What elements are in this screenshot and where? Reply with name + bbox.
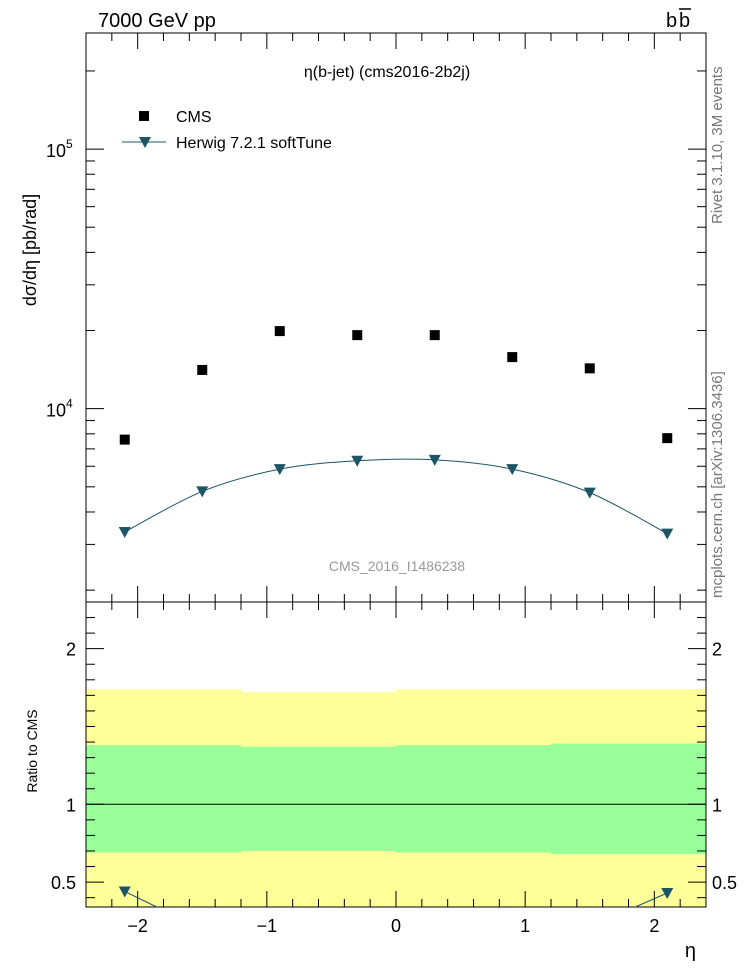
ratio-band-1sigma (396, 745, 551, 853)
x-tick-label: 0 (391, 916, 401, 936)
collision-label: 7000 GeV pp (98, 10, 216, 32)
ratio-tick-labels: 0.5 0.5 1 1 2 2 −2 −1 0 1 2 (51, 640, 737, 936)
ratio-y-tick-label: 2 (66, 640, 76, 660)
ratio-panel: Ratio to CMS η 0.5 0.5 1 1 2 2 −2 −1 0 1 2 (24, 601, 737, 962)
process-label-bbar: b (679, 10, 690, 32)
legend-herwig-label: Herwig 7.2.1 softTune (176, 135, 332, 152)
ratio-y-axis-label: Ratio to CMS (24, 709, 40, 792)
ratio-axis-ticks (85, 602, 707, 907)
cms-data-point (429, 330, 440, 341)
ratio-y-tick-label-right: 0.5 (712, 873, 737, 893)
main-y-tick-label-exponent: 5 (66, 137, 73, 151)
rivet-label: Rivet 3.1.10, 3M events (709, 66, 726, 224)
legend: CMS Herwig 7.2.1 softTune (122, 109, 332, 152)
cms-data-point (197, 364, 208, 375)
herwig-data-point (428, 454, 441, 466)
herwig-data-point (506, 464, 519, 476)
ratio-y-tick-label: 1 (66, 795, 76, 815)
x-tick-label: 1 (520, 916, 530, 936)
ratio-herwig-line (124, 890, 157, 908)
cms-data-point (119, 434, 130, 445)
main-series (118, 326, 674, 540)
ratio-y-tick-label-right: 2 (712, 640, 722, 660)
herwig-data-point (118, 526, 131, 538)
plot-title: η(b-jet) (cms2016-2b2j) (304, 64, 470, 81)
main-y-tick-label: 104 (46, 397, 73, 421)
x-tick-label: −1 (257, 916, 278, 936)
herwig-data-point (583, 487, 596, 499)
x-tick-label: −2 (127, 916, 148, 936)
cms-data-point (274, 326, 285, 337)
cms-data-point (584, 363, 595, 374)
ratio-band-1sigma (241, 746, 396, 851)
ratio-band-1sigma (551, 743, 706, 855)
ratio-band-1sigma (86, 745, 241, 853)
ratio-uncertainty-bands (86, 689, 706, 907)
ratio-y-tick-label-right: 1 (712, 795, 722, 815)
cms-data-point (507, 352, 518, 363)
herwig-data-point (661, 528, 674, 540)
herwig-data-point (196, 486, 209, 498)
x-tick-label: 2 (649, 916, 659, 936)
main-y-tick-label-exponent: 4 (66, 397, 73, 411)
process-label-b: b (666, 10, 677, 32)
process-label: b b (666, 8, 691, 32)
herwig-curve (124, 458, 668, 535)
herwig-data-point (351, 455, 364, 467)
main-y-axis-label: dσ/dη [pb/rad] (20, 194, 40, 306)
cms-data-point (662, 433, 673, 444)
mcplots-label: mcplots.cern.ch [arXiv:1306.3436] (709, 371, 726, 598)
legend-herwig-marker (139, 137, 151, 148)
ratio-series (118, 886, 674, 908)
main-y-tick-labels: 104 105 (46, 137, 73, 421)
ratio-y-tick-label: 0.5 (51, 873, 76, 893)
ratio-herwig-line (635, 892, 668, 908)
main-y-tick-label: 105 (46, 137, 73, 161)
legend-cms-marker (139, 111, 149, 121)
cms-data-point (352, 330, 363, 341)
x-axis-label: η (685, 940, 696, 962)
main-panel: η(b-jet) (cms2016-2b2j) CMS_2016_I148623… (20, 32, 707, 603)
legend-cms-label: CMS (176, 109, 212, 126)
main-axis-ticks (85, 33, 707, 602)
analysis-watermark: CMS_2016_I1486238 (329, 558, 465, 574)
herwig-data-point (273, 464, 286, 476)
